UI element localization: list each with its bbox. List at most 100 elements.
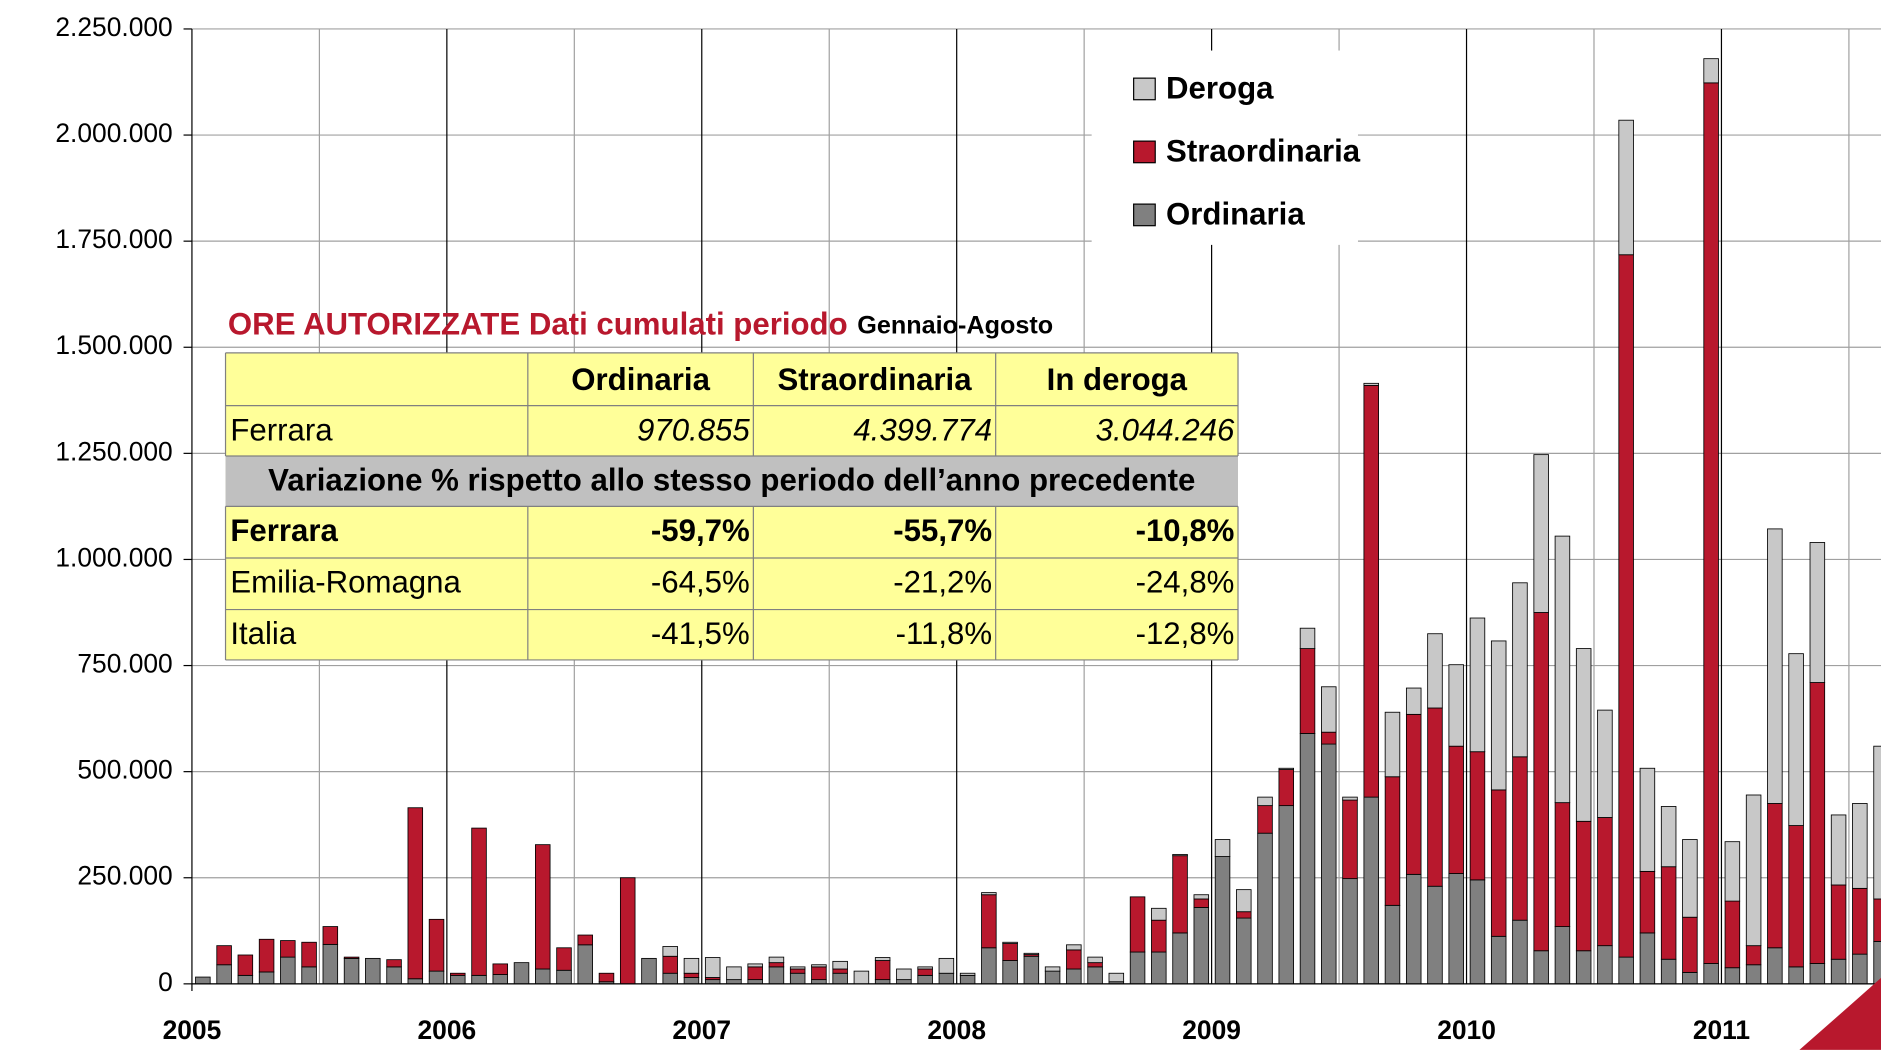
table-cell: Ferrara — [230, 412, 333, 447]
y-tick-label: 500.000 — [77, 755, 172, 785]
bar-segment — [1745, 794, 1762, 947]
bar-segment — [1703, 963, 1719, 985]
bar-segment — [280, 940, 296, 958]
bar-segment — [1405, 713, 1422, 875]
bar-segment — [1575, 820, 1592, 952]
bar-segment — [1660, 866, 1677, 960]
bar-segment — [407, 807, 424, 980]
bar-segment — [1363, 382, 1379, 386]
bar-segment — [365, 957, 381, 985]
bar-segment — [981, 894, 997, 949]
bar-segment — [896, 968, 912, 981]
bar-segment — [1384, 904, 1401, 985]
bar-segment — [1745, 964, 1762, 985]
bar-segment — [1788, 966, 1804, 985]
bar-segment — [1533, 950, 1549, 985]
table-header: Ordinaria — [571, 362, 710, 397]
bar-segment — [1639, 767, 1656, 872]
table-cell: Italia — [230, 616, 297, 651]
bar-segment — [1682, 971, 1698, 985]
table-cell: -24,8% — [1136, 565, 1235, 600]
bar-segment — [1575, 950, 1592, 985]
bar-segment — [258, 971, 275, 985]
bar-segment — [1257, 832, 1273, 985]
bar-segment — [1469, 751, 1486, 881]
bar-segment — [1809, 682, 1826, 964]
bar-segment — [789, 972, 806, 985]
bar-segment — [811, 966, 827, 981]
bar-segment — [1066, 944, 1082, 951]
bar-segment — [981, 892, 997, 896]
bar-segment — [598, 972, 615, 983]
bar-segment — [1193, 907, 1210, 985]
bar-segment — [1342, 799, 1358, 880]
bar-segment — [1172, 855, 1188, 934]
bar-segment — [1066, 949, 1082, 970]
bar-segment — [1597, 817, 1613, 947]
bar-segment — [1236, 917, 1252, 985]
bar-segment — [1809, 963, 1826, 985]
table-cell: -55,7% — [893, 513, 992, 548]
bar-segment — [1575, 648, 1592, 822]
bar-segment — [1597, 709, 1613, 818]
x-tick-label: 2011 — [1693, 1015, 1750, 1045]
y-tick-label: 1.250.000 — [55, 436, 172, 466]
bar-segment — [1236, 889, 1252, 913]
bar-segment — [832, 968, 848, 974]
bar-segment — [1788, 653, 1804, 826]
bar-segment — [195, 976, 211, 985]
bar-segment — [853, 970, 870, 985]
bar-segment — [726, 966, 742, 981]
bar-segment — [768, 956, 785, 964]
bar-segment — [492, 963, 509, 975]
bar-segment — [1660, 958, 1677, 985]
bar-segment — [1682, 916, 1698, 973]
bar-segment — [1151, 907, 1167, 921]
bar-segment — [1724, 841, 1741, 902]
bar-segment — [1002, 941, 1018, 944]
bar-segment — [1533, 454, 1549, 613]
axes: 0 250.000 500.000 750.000 1.000.000 1.250.000… — [55, 12, 1881, 1045]
bar-segment — [662, 946, 678, 957]
bar-segment — [747, 966, 763, 981]
bar-segment — [1108, 972, 1125, 983]
bar-segment — [343, 957, 360, 985]
bar-segment — [1788, 825, 1804, 968]
table-cell: Ferrara — [230, 513, 338, 548]
legend: Deroga Straordinaria Ordinaria — [1091, 50, 1361, 245]
bar-segment — [1257, 796, 1273, 807]
bar-segment — [1554, 535, 1571, 804]
bar-segment — [1214, 856, 1231, 985]
bar-segment — [726, 979, 742, 985]
bar-segment — [1639, 870, 1656, 934]
bar-segment — [1002, 960, 1018, 985]
y-tick-label: 1.500.000 — [55, 330, 172, 360]
bar-segment — [450, 972, 466, 976]
bar-segment — [896, 979, 912, 985]
bar-segment — [535, 968, 551, 985]
table-title-suffix: Gennaio-Agosto — [857, 311, 1053, 339]
bar-segment — [662, 972, 678, 985]
bar-segment — [1533, 612, 1549, 952]
table-cell: -59,7% — [651, 513, 750, 548]
bar-segment — [343, 956, 360, 959]
bar-segment — [1469, 617, 1486, 753]
x-tick-label: 2008 — [927, 1015, 986, 1045]
bar-segment — [1087, 956, 1103, 964]
bar-segment — [1618, 119, 1634, 256]
table-header: Straordinaria — [777, 362, 972, 397]
legend-swatch — [1133, 203, 1156, 227]
bar-segment — [874, 960, 891, 981]
bar-segment — [1852, 803, 1868, 889]
bar-segment — [683, 977, 700, 985]
x-tick-label: 2009 — [1182, 1015, 1241, 1045]
bar-segment — [768, 962, 785, 968]
bar-segment — [1151, 919, 1167, 953]
bar-segment — [1023, 952, 1040, 955]
summary-table: ORE AUTORIZZATE Dati cumulati periodo Gen… — [224, 307, 1239, 661]
bar-segment — [981, 947, 997, 985]
bar-segment — [216, 964, 232, 985]
bar-segment — [811, 964, 827, 968]
bar-segment — [874, 957, 891, 961]
